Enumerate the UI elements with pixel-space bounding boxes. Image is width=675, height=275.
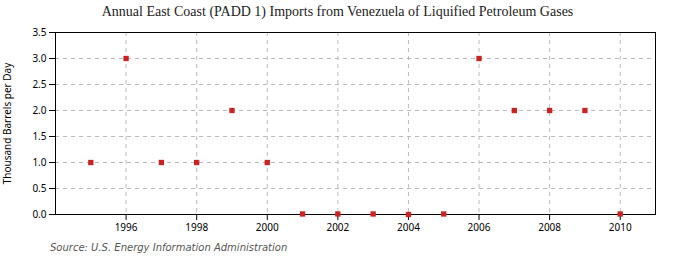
svg-text:3.5: 3.5 <box>32 25 46 39</box>
svg-text:2000: 2000 <box>256 220 279 234</box>
svg-text:2002: 2002 <box>326 220 349 234</box>
svg-text:1.5: 1.5 <box>32 129 46 143</box>
svg-text:Thousand Barrels per Day: Thousand Barrels per Day <box>0 62 14 185</box>
svg-text:2006: 2006 <box>468 220 491 234</box>
svg-text:2.5: 2.5 <box>32 77 46 91</box>
svg-text:0.0: 0.0 <box>32 207 46 221</box>
svg-text:2008: 2008 <box>538 220 561 234</box>
svg-text:3.0: 3.0 <box>32 51 46 65</box>
html-text:Annual East Coast (PADD 1) Imp: Annual East Coast (PADD 1) Imports from … <box>101 4 574 19</box>
svg-text:1.0: 1.0 <box>32 155 46 169</box>
svg-text:2004: 2004 <box>397 220 420 234</box>
svg-text:1996: 1996 <box>115 220 138 234</box>
svg-text:2.0: 2.0 <box>32 103 46 117</box>
svg-text:1998: 1998 <box>185 220 208 234</box>
svg-text:2010: 2010 <box>609 220 632 234</box>
html-text:Source: U.S. Energy Informatio: Source: U.S. Energy Information Administ… <box>50 242 288 253</box>
svg-text:0.5: 0.5 <box>32 181 46 195</box>
